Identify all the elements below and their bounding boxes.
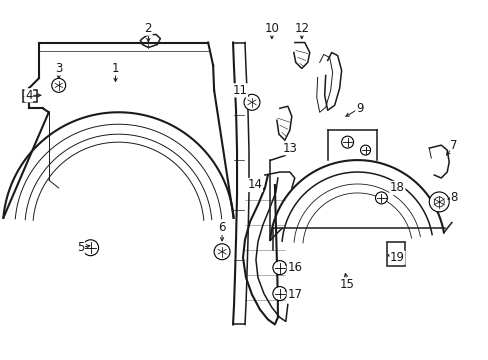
- Text: 16: 16: [287, 261, 302, 274]
- Circle shape: [428, 192, 448, 212]
- Text: 5: 5: [77, 241, 84, 254]
- Text: 11: 11: [232, 84, 247, 97]
- Text: 17: 17: [287, 288, 302, 301]
- Circle shape: [82, 240, 99, 256]
- Text: 10: 10: [264, 22, 279, 35]
- Text: 2: 2: [144, 22, 152, 35]
- Text: 18: 18: [389, 181, 404, 194]
- Circle shape: [360, 145, 370, 155]
- Text: 1: 1: [112, 62, 119, 75]
- Text: 13: 13: [282, 141, 297, 155]
- Text: 3: 3: [55, 62, 62, 75]
- Text: 15: 15: [340, 278, 354, 291]
- Circle shape: [272, 261, 286, 275]
- Text: 12: 12: [294, 22, 308, 35]
- Circle shape: [341, 136, 353, 148]
- Text: 4: 4: [25, 89, 33, 102]
- Circle shape: [272, 287, 286, 301]
- Text: 19: 19: [389, 251, 404, 264]
- Text: 7: 7: [449, 139, 457, 152]
- Text: 9: 9: [355, 102, 363, 115]
- Circle shape: [375, 192, 386, 204]
- Circle shape: [244, 94, 260, 110]
- Text: 6: 6: [218, 221, 225, 234]
- Circle shape: [214, 244, 229, 260]
- Text: 8: 8: [449, 192, 457, 204]
- Circle shape: [52, 78, 65, 92]
- Text: 14: 14: [247, 179, 262, 192]
